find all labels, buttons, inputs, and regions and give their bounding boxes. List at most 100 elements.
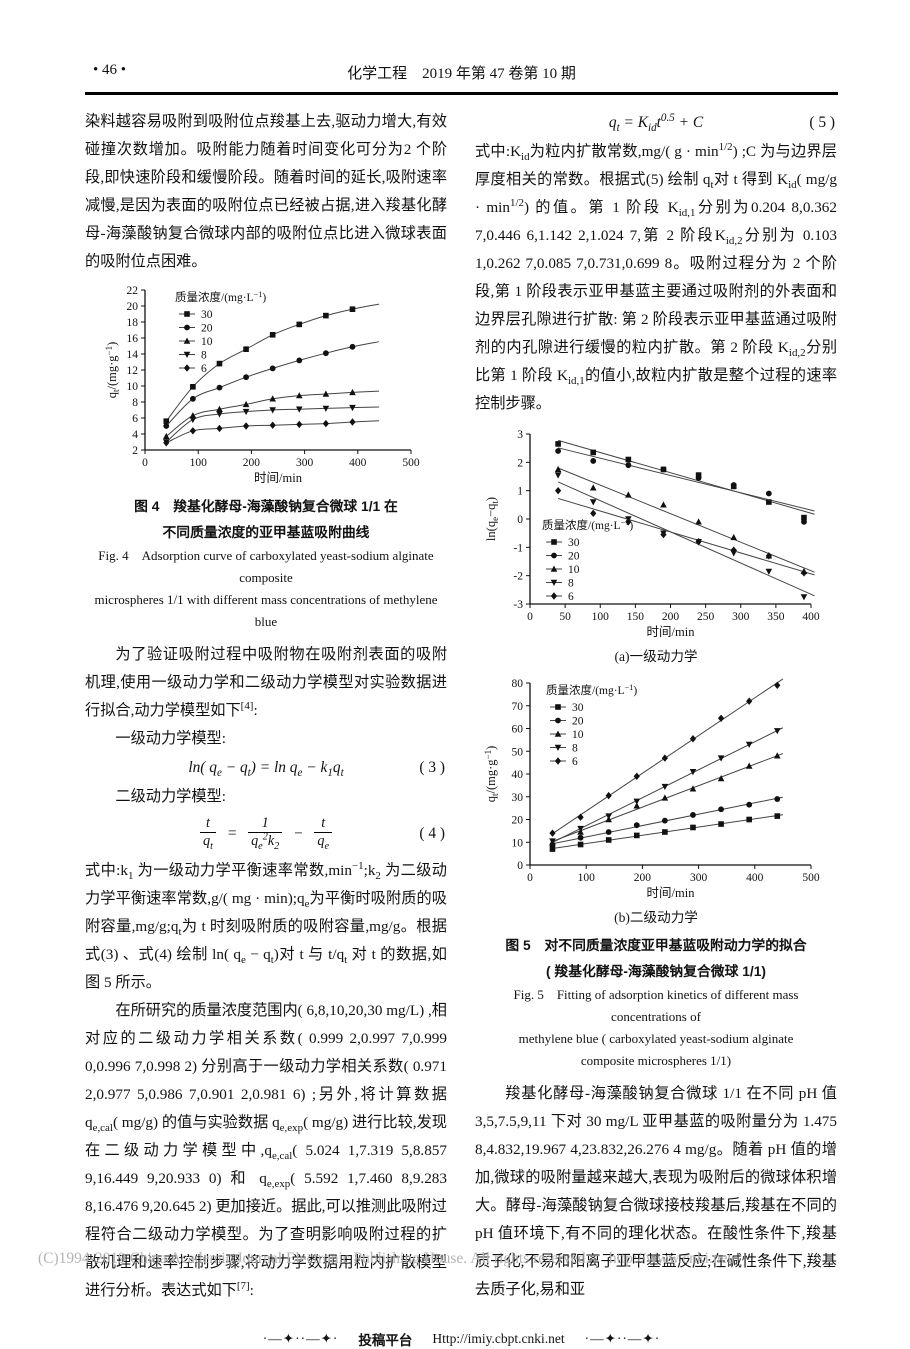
svg-text:300: 300 [732,611,750,623]
fraction: 1 qe2k2 [248,815,283,851]
svg-text:80: 80 [511,678,523,690]
header-rule [85,92,838,95]
figure5-caption: 图 5 对不同质量浓度亚甲基蓝吸附动力学的拟合 ( 羧基化酵母-海藻酸钠复合微球… [475,934,837,1072]
paragraph: 式中:k1 为一级动力学平衡速率常数,min−1;k2 为二级动力学平衡速率常数… [85,859,447,991]
svg-text:6: 6 [132,413,138,425]
svg-text:0: 0 [517,860,523,872]
svg-text:-2: -2 [513,571,523,583]
svg-text:30: 30 [572,702,584,714]
svg-text:质量浓度/(mg·L−1): 质量浓度/(mg·L−1) [542,518,633,532]
svg-text:6: 6 [201,363,207,375]
equation-5: qt = Kidt0.5 + C ( 5 ) [475,108,837,138]
svg-text:100: 100 [577,872,595,884]
equation-4: t qt = 1 qe2k2 − t qe ( 4 ) [85,811,447,857]
equation-body: ln( qe − qt) = ln qe − k1qt [188,759,344,780]
figure5a-subtitle: (a)一级动力学 [614,649,698,664]
svg-text:6: 6 [572,756,578,768]
svg-text:60: 60 [511,724,523,736]
svg-text:18: 18 [127,317,139,329]
figure5b-subtitle: (b)二级动力学 [614,910,698,925]
svg-text:30: 30 [201,309,213,321]
fraction: t qe [314,815,332,851]
journal-title-line: 化学工程 2019 年第 47 卷第 10 期 [347,66,576,82]
svg-text:300: 300 [689,872,707,884]
svg-text:8: 8 [568,578,574,590]
footer-url: Http://imiy.cbpt.cnki.net [432,1331,565,1346]
caption-zh: 图 4 羧基化酵母-海藻酸钠复合微球 1/1 在 [134,499,398,514]
svg-text:时间/min: 时间/min [254,471,303,485]
paragraph: 染料越容易吸附到吸附位点羧基上去,驱动力增大,有效碰撞次数增加。吸附能力随着时间… [85,113,447,270]
decorative-divider: ·—✦··—✦· [584,1331,661,1346]
first-order-kinetics-chart: 0 50 100 150 200 250 300 350 400 -3 -2 -1 0 1 2 3 时间/min… [484,426,829,645]
svg-text:时间/min: 时间/min [646,625,695,639]
svg-text:20: 20 [572,716,584,728]
svg-text:8: 8 [201,350,207,362]
model2-label: 二级动力学模型: [115,788,226,805]
paragraph: 在所研究的质量浓度范围内( 6,8,10,20,30 mg/L) ,相对应的二级… [85,1002,447,1299]
svg-text:500: 500 [802,872,820,884]
caption-en: Fig. 5 Fitting of adsorption kinetics of… [513,987,799,1024]
figure4-chart: 0 100 200 300 400 500 2 4 6 8 10 12 14 16 18 20 22 时间/min… [85,284,447,491]
svg-text:200: 200 [661,611,679,623]
page-header: • 46 • 化学工程 2019 年第 47 卷第 10 期 [85,62,838,86]
equation-number: ( 3 ) [419,759,445,776]
equals-sign: = [226,825,238,842]
svg-text:6: 6 [568,591,574,603]
svg-text:2: 2 [517,457,523,469]
caption-en: methylene blue ( carboxylated yeast-sodi… [518,1031,794,1046]
svg-text:10: 10 [572,729,584,741]
svg-text:时间/min: 时间/min [646,886,695,900]
figure5b-chart: 0 100 200 300 400 500 0 10 20 30 40 50 60 70 80 时间/min q… [475,675,837,906]
svg-text:qt/(mg·g−1): qt/(mg·g−1) [484,746,500,803]
svg-text:20: 20 [201,323,213,335]
svg-text:20: 20 [127,301,139,313]
equation-body: qt = Kidt0.5 + C [608,111,704,135]
svg-text:16: 16 [127,333,139,345]
svg-text:4: 4 [132,429,138,441]
copyright-line: (C)1994-2019 China Academic Journal Elec… [38,1250,732,1267]
svg-text:10: 10 [568,564,580,576]
svg-text:20: 20 [511,815,523,827]
svg-text:400: 400 [349,457,367,469]
svg-text:-1: -1 [513,542,523,554]
svg-text:150: 150 [626,611,644,623]
svg-text:质量浓度/(mg·L−1): 质量浓度/(mg·L−1) [175,290,266,304]
svg-text:0: 0 [527,872,533,884]
adsorption-curve-chart: 0 100 200 300 400 500 2 4 6 8 10 12 14 16 18 20 22 时间/min… [104,284,427,491]
svg-text:8: 8 [132,397,138,409]
svg-text:质量浓度/(mg·L−1): 质量浓度/(mg·L−1) [546,683,637,697]
svg-text:250: 250 [697,611,715,623]
svg-text:2: 2 [132,445,138,457]
paragraph: 羧基化酵母-海藻酸钠复合微球 1/1 在不同 pH 值 3,5,7.5,9,11… [475,1085,837,1298]
svg-text:12: 12 [127,365,139,377]
equation-number: ( 4 ) [419,825,445,842]
svg-text:8: 8 [572,743,578,755]
equation-3: ln( qe − qt) = ln qe − k1qt ( 3 ) [85,753,447,783]
svg-text:qt/(mg·g−1): qt/(mg·g−1) [105,342,121,399]
svg-text:200: 200 [243,457,261,469]
svg-text:30: 30 [568,537,580,549]
svg-text:500: 500 [402,457,420,469]
svg-text:400: 400 [746,872,764,884]
caption-zh: 图 5 对不同质量浓度亚甲基蓝吸附动力学的拟合 [505,938,807,953]
svg-text:400: 400 [802,611,820,623]
svg-text:70: 70 [511,701,523,713]
footer-label: 投稿平台 [358,1333,413,1348]
caption-zh: 不同质量浓度的亚甲基蓝吸附曲线 [162,525,370,540]
svg-text:-3: -3 [513,599,523,611]
model1-label: 一级动力学模型: [115,730,226,747]
svg-text:10: 10 [511,837,523,849]
svg-text:1: 1 [517,486,523,498]
page-number: • 46 • [93,62,127,78]
equation-number: ( 5 ) [809,114,835,131]
left-column: 染料越容易吸附到吸附位点羧基上去,驱动力增大,有效碰撞次数增加。吸附能力随着时间… [85,108,447,1305]
svg-text:350: 350 [767,611,785,623]
svg-text:14: 14 [127,349,139,361]
svg-text:20: 20 [568,551,580,563]
svg-text:200: 200 [633,872,651,884]
figure5a-chart: 0 50 100 150 200 250 300 350 400 -3 -2 -1 0 1 2 3 时间/min… [475,426,837,645]
fraction: t qt [200,815,216,851]
svg-text:50: 50 [511,746,523,758]
decorative-divider: ·—✦··—✦· [262,1331,339,1346]
